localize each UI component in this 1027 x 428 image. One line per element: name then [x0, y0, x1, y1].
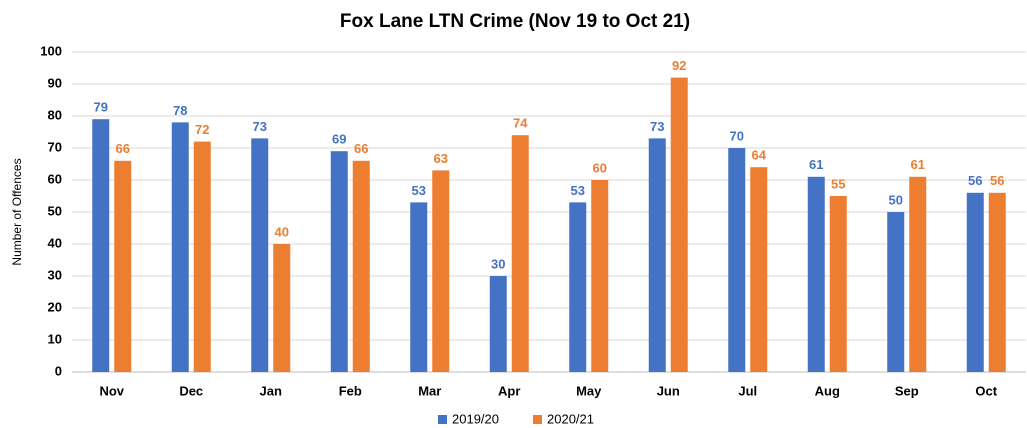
bar — [432, 170, 450, 372]
data-label: 40 — [275, 224, 289, 239]
y-axis-label: Number of Offences — [10, 158, 24, 265]
x-tick-label: Dec — [179, 383, 203, 398]
bar — [171, 122, 189, 373]
chart-title: Fox Lane LTN Crime (Nov 19 to Oct 21) — [340, 11, 690, 32]
data-label: 73 — [650, 119, 664, 134]
data-label: 61 — [809, 157, 823, 172]
y-tick-label: 80 — [48, 107, 62, 122]
x-tick-label: Jan — [260, 383, 282, 398]
bar — [829, 196, 847, 372]
bar — [648, 138, 666, 372]
x-tick-label: Jul — [738, 383, 757, 398]
bar — [728, 148, 746, 372]
data-label: 92 — [672, 58, 686, 73]
legend-label: 2020/21 — [547, 411, 594, 426]
y-tick-label: 20 — [48, 299, 62, 314]
legend-swatch — [533, 415, 542, 424]
bar — [591, 180, 609, 372]
data-label: 72 — [195, 122, 209, 137]
legend-swatch — [438, 415, 447, 424]
x-tick-label: Apr — [498, 383, 520, 398]
bar — [569, 202, 587, 372]
data-label: 60 — [593, 160, 607, 175]
bar — [273, 244, 291, 372]
y-tick-label: 0 — [55, 363, 62, 378]
bar — [410, 202, 428, 372]
bar — [966, 192, 984, 372]
x-tick-label: Oct — [975, 383, 997, 398]
data-label: 30 — [491, 256, 505, 271]
data-label: 66 — [354, 141, 368, 156]
data-label: 78 — [173, 103, 187, 118]
y-tick-label: 50 — [48, 203, 62, 218]
y-tick-label: 60 — [48, 171, 62, 186]
bar — [251, 138, 269, 372]
bar — [887, 212, 905, 372]
data-label: 53 — [412, 183, 426, 198]
data-label: 61 — [911, 157, 925, 172]
data-label: 69 — [332, 132, 346, 147]
x-tick-label: May — [576, 383, 602, 398]
bar — [750, 167, 768, 372]
x-tick-label: Nov — [99, 383, 124, 398]
data-label: 56 — [990, 173, 1004, 188]
data-label: 70 — [730, 128, 744, 143]
y-tick-label: 10 — [48, 331, 62, 346]
y-tick-label: 40 — [48, 235, 62, 250]
bar — [193, 141, 211, 372]
bar — [807, 176, 825, 372]
y-tick-label: 70 — [48, 139, 62, 154]
bar — [511, 135, 529, 372]
bar — [114, 160, 132, 372]
data-label: 53 — [571, 183, 585, 198]
bar — [670, 77, 688, 372]
x-tick-label: Jun — [657, 383, 680, 398]
bar — [352, 160, 370, 372]
data-label: 63 — [434, 151, 448, 166]
data-label: 73 — [253, 119, 267, 134]
x-tick-label: Sep — [895, 383, 919, 398]
bar — [92, 119, 110, 372]
data-label: 64 — [752, 148, 767, 163]
data-label: 74 — [513, 116, 528, 131]
legend-label: 2019/20 — [452, 411, 499, 426]
data-label: 50 — [889, 192, 903, 207]
data-label: 55 — [831, 176, 845, 191]
bar — [988, 192, 1006, 372]
data-label: 56 — [968, 173, 982, 188]
y-tick-label: 100 — [40, 43, 62, 58]
x-tick-label: Aug — [815, 383, 840, 398]
data-label: 79 — [94, 100, 108, 115]
bar — [909, 176, 927, 372]
data-label: 66 — [116, 141, 130, 156]
bar — [330, 151, 348, 372]
x-tick-label: Feb — [339, 383, 362, 398]
y-tick-label: 90 — [48, 75, 62, 90]
bar — [489, 276, 507, 372]
y-tick-label: 30 — [48, 267, 62, 282]
x-tick-label: Mar — [418, 383, 441, 398]
